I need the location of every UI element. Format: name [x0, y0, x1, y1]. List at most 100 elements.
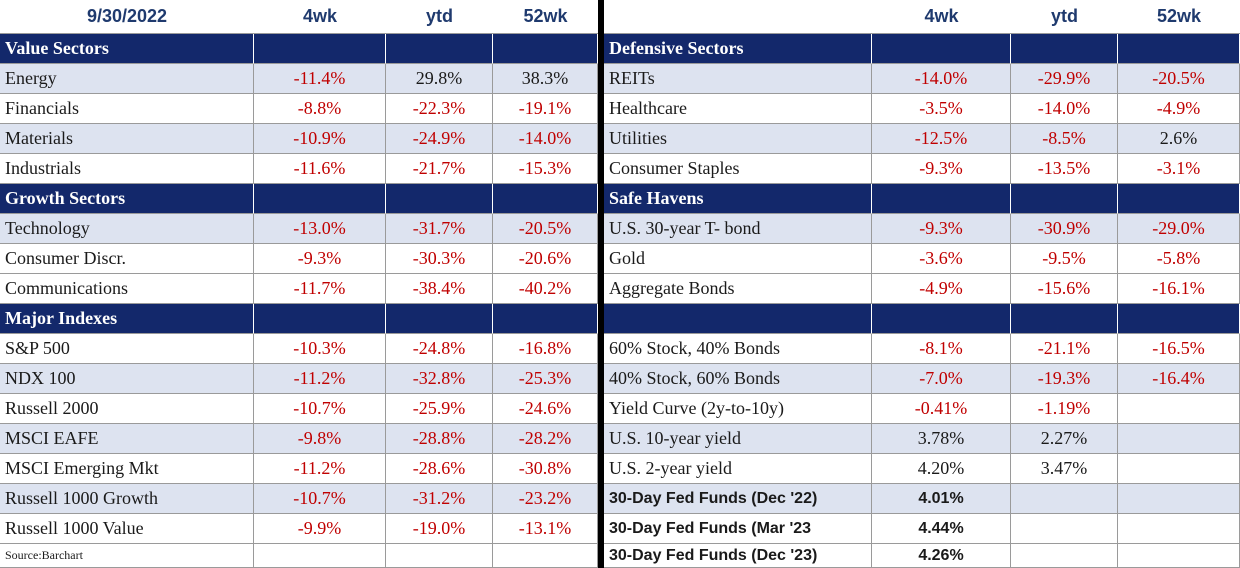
header-blank — [604, 0, 872, 34]
right-row-label: 30-Day Fed Funds (Dec '22) — [604, 484, 872, 514]
row-label: Consumer Discr. — [0, 244, 254, 274]
value-wk52: -20.5% — [493, 214, 598, 244]
right-row-label: U.S. 2-year yield — [604, 454, 872, 484]
value-wk52: -20.6% — [493, 244, 598, 274]
section-header-fill — [493, 184, 598, 214]
column-divider — [598, 544, 604, 568]
section-header-fill — [493, 34, 598, 64]
value-ytd: -31.2% — [386, 484, 493, 514]
value-wk4: -9.8% — [254, 424, 386, 454]
section-header: Growth Sectors — [0, 184, 254, 214]
right-value-wk52: 2.6% — [1118, 124, 1240, 154]
right-value-ytd — [1011, 514, 1118, 544]
right-value-wk4: 4.20% — [872, 454, 1011, 484]
column-divider — [598, 64, 604, 94]
value-ytd: -24.9% — [386, 124, 493, 154]
right-section-header-fill — [872, 34, 1011, 64]
value-wk52: 38.3% — [493, 64, 598, 94]
right-value-wk52 — [1118, 484, 1240, 514]
right-value-wk52 — [1118, 454, 1240, 484]
section-header: Value Sectors — [0, 34, 254, 64]
value-ytd: -19.0% — [386, 514, 493, 544]
header-col-ytd-right: ytd — [1011, 0, 1118, 34]
column-divider — [598, 34, 604, 64]
value-wk4: -11.2% — [254, 364, 386, 394]
right-value-wk52: -16.5% — [1118, 334, 1240, 364]
row-label: Russell 1000 Value — [0, 514, 254, 544]
section-header-fill — [386, 34, 493, 64]
right-value-ytd: 3.47% — [1011, 454, 1118, 484]
right-value-wk52 — [1118, 424, 1240, 454]
right-value-wk52: -16.1% — [1118, 274, 1240, 304]
right-row-label: 30-Day Fed Funds (Mar '23 — [604, 514, 872, 544]
value-wk52: -30.8% — [493, 454, 598, 484]
section-header-fill — [493, 304, 598, 334]
row-label: Energy — [0, 64, 254, 94]
column-divider — [598, 304, 604, 334]
right-section-header-fill — [872, 304, 1011, 334]
value-ytd: -22.3% — [386, 94, 493, 124]
right-value-wk4: -9.3% — [872, 214, 1011, 244]
right-section-header-fill — [872, 184, 1011, 214]
right-section-header: Safe Havens — [604, 184, 872, 214]
header-col-52wk: 52wk — [493, 0, 598, 34]
right-empty-cell — [1011, 544, 1118, 568]
right-value-ytd — [1011, 484, 1118, 514]
value-wk52: -19.1% — [493, 94, 598, 124]
column-divider — [598, 514, 604, 544]
right-value-ytd: -19.3% — [1011, 364, 1118, 394]
row-label: Russell 2000 — [0, 394, 254, 424]
column-divider — [598, 424, 604, 454]
right-section-header — [604, 304, 872, 334]
source-note: Source:Barchart — [0, 544, 254, 568]
right-value-wk4: -14.0% — [872, 64, 1011, 94]
column-divider — [598, 274, 604, 304]
header-col-ytd: ytd — [386, 0, 493, 34]
right-row-label: 30-Day Fed Funds (Dec '23) — [604, 544, 872, 568]
right-value-wk52: -20.5% — [1118, 64, 1240, 94]
right-row-label: Gold — [604, 244, 872, 274]
right-value-ytd: -14.0% — [1011, 94, 1118, 124]
right-row-label: REITs — [604, 64, 872, 94]
right-value-ytd: -21.1% — [1011, 334, 1118, 364]
right-value-wk4: 4.01% — [872, 484, 1011, 514]
value-ytd: -25.9% — [386, 394, 493, 424]
right-value-wk4: -8.1% — [872, 334, 1011, 364]
right-value-ytd: -9.5% — [1011, 244, 1118, 274]
row-label: MSCI Emerging Mkt — [0, 454, 254, 484]
section-header-fill — [254, 304, 386, 334]
header-col-4wk: 4wk — [254, 0, 386, 34]
row-label: Technology — [0, 214, 254, 244]
right-value-wk52: -4.9% — [1118, 94, 1240, 124]
right-section-header-fill — [1011, 304, 1118, 334]
value-wk4: -11.6% — [254, 154, 386, 184]
value-wk4: -10.9% — [254, 124, 386, 154]
column-divider — [598, 0, 604, 34]
column-divider — [598, 364, 604, 394]
value-ytd: -32.8% — [386, 364, 493, 394]
value-wk52: -13.1% — [493, 514, 598, 544]
column-divider — [598, 154, 604, 184]
right-row-label: Utilities — [604, 124, 872, 154]
section-header-fill — [386, 304, 493, 334]
right-empty-cell — [1118, 544, 1240, 568]
column-divider — [598, 484, 604, 514]
right-row-label: Yield Curve (2y-to-10y) — [604, 394, 872, 424]
right-value-ytd: 2.27% — [1011, 424, 1118, 454]
right-row-label: U.S. 30-year T- bond — [604, 214, 872, 244]
right-value-wk52: -5.8% — [1118, 244, 1240, 274]
right-section-header-fill — [1011, 184, 1118, 214]
header-col-52wk-right: 52wk — [1118, 0, 1240, 34]
value-ytd: 29.8% — [386, 64, 493, 94]
right-value-wk4: -0.41% — [872, 394, 1011, 424]
value-wk4: -11.2% — [254, 454, 386, 484]
right-value-wk4: 3.78% — [872, 424, 1011, 454]
right-row-label: 60% Stock, 40% Bonds — [604, 334, 872, 364]
right-value-ytd: -15.6% — [1011, 274, 1118, 304]
right-value-ytd: -29.9% — [1011, 64, 1118, 94]
right-value-wk52: -3.1% — [1118, 154, 1240, 184]
section-header-fill — [386, 184, 493, 214]
column-divider — [598, 94, 604, 124]
right-section-header-fill — [1118, 184, 1240, 214]
value-wk52: -25.3% — [493, 364, 598, 394]
